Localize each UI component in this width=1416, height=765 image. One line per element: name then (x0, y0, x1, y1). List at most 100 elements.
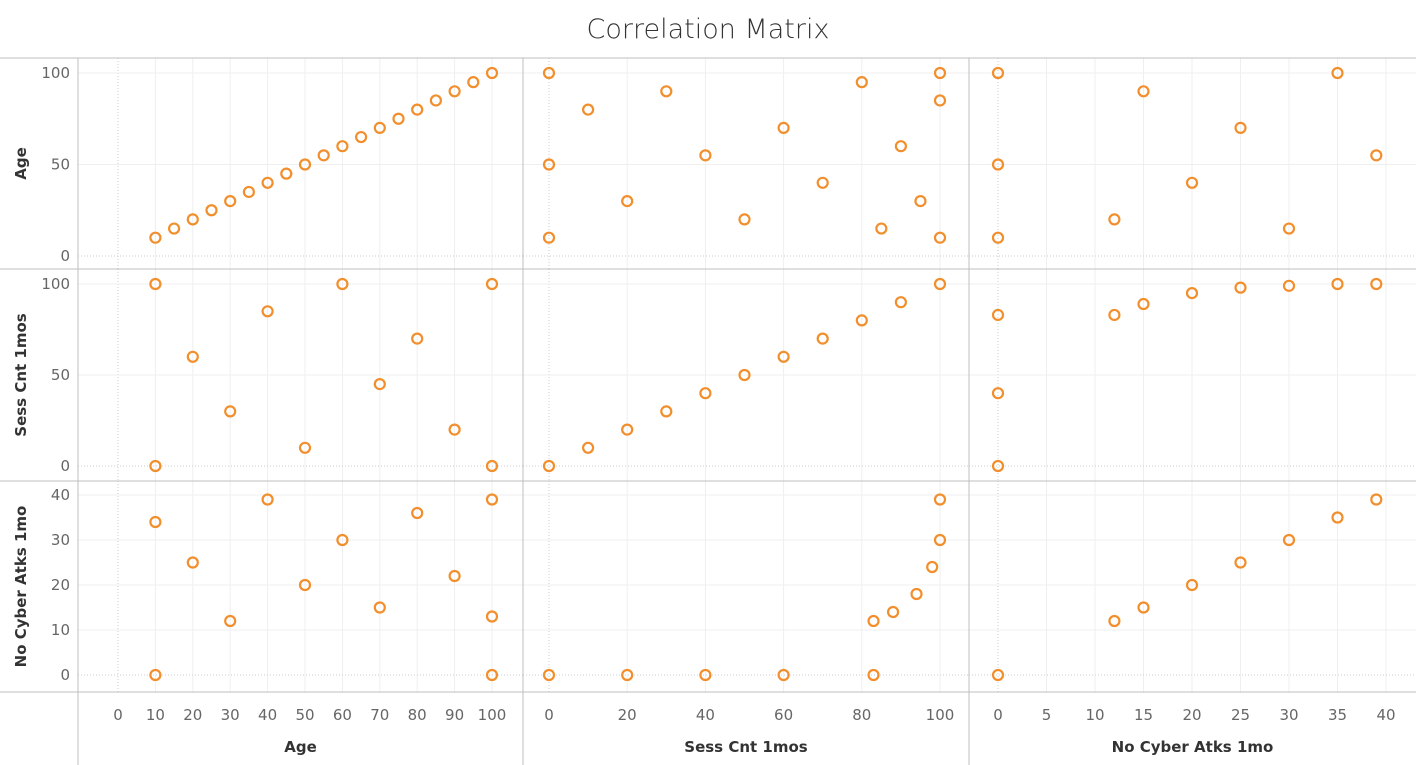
y-tick-label-no-cyber-atks-1mo: 20 (51, 576, 70, 594)
point-no-cyber-atks-1mo-vs-age (485, 493, 499, 506)
point-age-vs-age (317, 149, 330, 162)
point-age-vs-sess-cnt-1mos (542, 231, 556, 244)
x-tick-label-sess-cnt-1mos: 60 (774, 706, 793, 724)
point-no-cyber-atks-1mo-vs-sess-cnt-1mos (910, 587, 923, 601)
point-age-vs-age (448, 85, 461, 98)
point-age-vs-no-cyber-atks-1mo (1370, 149, 1383, 162)
x-tick-label-age: 70 (370, 706, 389, 724)
point-age-vs-age (149, 231, 162, 244)
point-no-cyber-atks-1mo-vs-age (261, 493, 274, 506)
point-age-vs-age (355, 130, 368, 144)
point-no-cyber-atks-1mo-vs-sess-cnt-1mos (777, 668, 790, 682)
x-tick-label-no-cyber-atks-1mo: 35 (1328, 706, 1347, 724)
x-tick-label-no-cyber-atks-1mo: 30 (1279, 706, 1298, 724)
x-tick-label-no-cyber-atks-1mo: 5 (1042, 706, 1052, 724)
point-sess-cnt-1mos-vs-sess-cnt-1mos (581, 441, 595, 454)
x-tick-label-no-cyber-atks-1mo: 40 (1376, 706, 1395, 724)
grid-layer (78, 58, 1416, 692)
row-label-age: Age (12, 147, 30, 180)
point-no-cyber-atks-1mo-vs-sess-cnt-1mos (933, 533, 947, 547)
point-age-vs-sess-cnt-1mos (777, 121, 790, 135)
point-no-cyber-atks-1mo-vs-no-cyber-atks-1mo (1331, 511, 1344, 524)
point-age-vs-sess-cnt-1mos (621, 195, 634, 208)
point-no-cyber-atks-1mo-vs-no-cyber-atks-1mo (991, 668, 1005, 682)
point-age-vs-sess-cnt-1mos (542, 66, 556, 80)
column-label-age: Age (284, 738, 317, 756)
point-sess-cnt-1mos-vs-no-cyber-atks-1mo (991, 308, 1005, 322)
point-sess-cnt-1mos-vs-age (186, 350, 199, 363)
point-age-vs-age (429, 94, 442, 107)
point-age-vs-sess-cnt-1mos (542, 158, 556, 171)
point-sess-cnt-1mos-vs-no-cyber-atks-1mo (1370, 277, 1383, 291)
point-no-cyber-atks-1mo-vs-sess-cnt-1mos (933, 493, 947, 506)
point-no-cyber-atks-1mo-vs-age (448, 569, 461, 583)
point-age-vs-age (298, 158, 312, 171)
column-label-sess-cnt-1mos: Sess Cnt 1mos (684, 738, 808, 756)
point-sess-cnt-1mos-vs-no-cyber-atks-1mo (1108, 308, 1121, 322)
point-age-vs-age (242, 185, 255, 199)
point-sess-cnt-1mos-vs-age (224, 405, 237, 418)
point-age-vs-age (205, 204, 218, 217)
point-age-vs-no-cyber-atks-1mo (1331, 66, 1344, 80)
point-age-vs-no-cyber-atks-1mo (1185, 176, 1199, 189)
row-label-no-cyber-atks-1mo: No Cyber Atks 1mo (12, 506, 30, 668)
point-sess-cnt-1mos-vs-sess-cnt-1mos (933, 277, 947, 291)
point-no-cyber-atks-1mo-vs-age (224, 614, 237, 628)
point-no-cyber-atks-1mo-vs-sess-cnt-1mos (867, 668, 880, 682)
point-no-cyber-atks-1mo-vs-no-cyber-atks-1mo (1282, 533, 1296, 547)
y-tick-label-sess-cnt-1mos: 100 (41, 275, 70, 293)
point-age-vs-sess-cnt-1mos (581, 103, 595, 116)
point-sess-cnt-1mos-vs-age (336, 277, 349, 291)
x-tick-label-sess-cnt-1mos: 100 (926, 706, 955, 724)
point-sess-cnt-1mos-vs-sess-cnt-1mos (621, 423, 634, 436)
point-no-cyber-atks-1mo-vs-sess-cnt-1mos (699, 668, 712, 682)
y-tick-label-age: 0 (60, 247, 70, 265)
point-no-cyber-atks-1mo-vs-age (411, 506, 424, 520)
y-tick-label-no-cyber-atks-1mo: 0 (60, 666, 70, 684)
point-age-vs-sess-cnt-1mos (699, 149, 712, 162)
x-tick-label-age: 100 (478, 706, 507, 724)
labels-layer: Age Sess Cnt 1mos No Cyber Atks 1mo Age Sess… (12, 147, 1273, 756)
y-tick-label-sess-cnt-1mos: 0 (60, 457, 70, 475)
y-tick-label-age: 50 (51, 156, 70, 174)
point-age-vs-sess-cnt-1mos (914, 195, 927, 208)
point-sess-cnt-1mos-vs-no-cyber-atks-1mo (1234, 281, 1247, 294)
frame-layer (0, 57, 1416, 765)
point-age-vs-age (186, 213, 199, 226)
point-sess-cnt-1mos-vs-age (149, 459, 162, 473)
x-tick-label-no-cyber-atks-1mo: 0 (993, 706, 1003, 724)
point-age-vs-no-cyber-atks-1mo (1234, 121, 1247, 135)
point-age-vs-sess-cnt-1mos (875, 222, 888, 235)
point-age-vs-no-cyber-atks-1mo (991, 158, 1005, 171)
point-sess-cnt-1mos-vs-no-cyber-atks-1mo (1331, 277, 1344, 291)
point-age-vs-sess-cnt-1mos (933, 231, 947, 244)
point-age-vs-no-cyber-atks-1mo (1282, 222, 1296, 235)
point-no-cyber-atks-1mo-vs-sess-cnt-1mos (886, 605, 900, 619)
point-sess-cnt-1mos-vs-age (411, 332, 424, 345)
x-tick-label-no-cyber-atks-1mo: 25 (1231, 706, 1250, 724)
point-no-cyber-atks-1mo-vs-no-cyber-atks-1mo (1185, 578, 1199, 592)
point-sess-cnt-1mos-vs-no-cyber-atks-1mo (1282, 279, 1296, 292)
point-sess-cnt-1mos-vs-age (373, 378, 386, 391)
point-sess-cnt-1mos-vs-sess-cnt-1mos (894, 296, 908, 309)
x-tick-label-age: 30 (221, 706, 240, 724)
point-no-cyber-atks-1mo-vs-sess-cnt-1mos (926, 560, 939, 574)
point-age-vs-sess-cnt-1mos (933, 94, 947, 107)
points-layer (149, 66, 1383, 682)
x-tick-label-sess-cnt-1mos: 0 (544, 706, 554, 724)
chart-title: Correlation Matrix (587, 14, 830, 45)
point-age-vs-age (467, 76, 480, 89)
y-tick-label-age: 100 (41, 64, 70, 82)
point-sess-cnt-1mos-vs-sess-cnt-1mos (660, 405, 673, 418)
x-tick-label-age: 10 (146, 706, 165, 724)
x-tick-label-sess-cnt-1mos: 40 (696, 706, 715, 724)
point-age-vs-sess-cnt-1mos (738, 213, 751, 226)
point-age-vs-sess-cnt-1mos (855, 76, 868, 89)
point-no-cyber-atks-1mo-vs-age (186, 556, 199, 569)
point-age-vs-age (485, 66, 499, 80)
x-tick-label-no-cyber-atks-1mo: 20 (1182, 706, 1201, 724)
point-sess-cnt-1mos-vs-age (448, 423, 461, 436)
point-sess-cnt-1mos-vs-sess-cnt-1mos (855, 314, 868, 327)
